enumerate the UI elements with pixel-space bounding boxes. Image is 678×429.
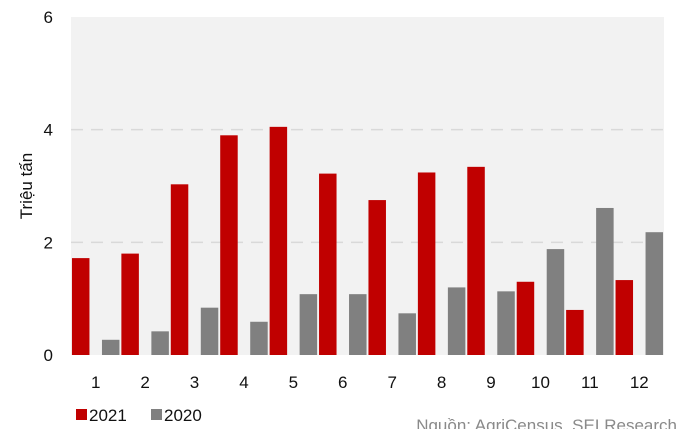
bar-2021-8 (417, 172, 436, 355)
bar-2021-3 (170, 184, 189, 355)
bar-2020-11 (596, 207, 614, 355)
bar-2021-1 (71, 258, 90, 355)
y-tick-label: 6 (44, 8, 53, 27)
bar-2021-11 (566, 309, 584, 355)
bar-2021-5 (269, 126, 288, 355)
bar-2021-9 (467, 166, 485, 355)
y-tick-label: 2 (44, 233, 53, 252)
source-note: Nguồn: AgriCensus, SEI Research (416, 416, 677, 429)
y-tick-label: 4 (44, 121, 53, 140)
x-tick-label: 6 (338, 373, 347, 392)
y-tick-label: 0 (44, 346, 53, 365)
legend-label: 2020 (164, 406, 202, 425)
x-tick-label: 10 (531, 373, 550, 392)
x-tick-label: 5 (289, 373, 298, 392)
legend-swatch-2021 (76, 409, 87, 420)
bar-2021-7 (368, 200, 386, 355)
bar-2020-9 (497, 291, 515, 355)
x-tick-label: 4 (239, 373, 248, 392)
bar-2021-4 (220, 135, 238, 355)
bar-2021-2 (121, 253, 139, 355)
bar-2020-10 (546, 249, 565, 355)
bar-2020-4 (250, 321, 268, 355)
bar-2020-5 (299, 294, 318, 355)
bar-2021-12 (615, 280, 634, 355)
x-tick-label: 1 (91, 373, 100, 392)
x-axis-ticks: 1 2 3 4 5 6 7 8 9 10 11 12 (91, 373, 649, 392)
legend-swatch-2020 (151, 409, 162, 420)
bar-2020-8 (447, 287, 466, 355)
bar-2020-3 (200, 307, 219, 355)
x-tick-label: 7 (387, 373, 396, 392)
legend: 2021 2020 (76, 406, 202, 425)
x-tick-label: 9 (486, 373, 495, 392)
bar-2020-6 (349, 294, 367, 355)
bar-2020-1 (101, 339, 120, 355)
x-tick-label: 3 (190, 373, 199, 392)
bar-2021-10 (516, 281, 535, 355)
bar-2020-7 (398, 313, 416, 355)
x-tick-label: 2 (140, 373, 149, 392)
y-axis-ticks: 0 2 4 6 (44, 8, 53, 365)
bar-2020-12 (645, 232, 664, 355)
plot-area (71, 17, 664, 355)
bar-2021-6 (319, 173, 337, 355)
bars (71, 126, 664, 355)
y-axis-label: Triệu tấn (17, 153, 36, 219)
legend-label: 2021 (89, 406, 127, 425)
x-tick-label: 8 (437, 373, 446, 392)
x-tick-label: 12 (630, 373, 649, 392)
x-tick-label: 11 (581, 373, 599, 392)
bar-2020-2 (151, 331, 169, 355)
